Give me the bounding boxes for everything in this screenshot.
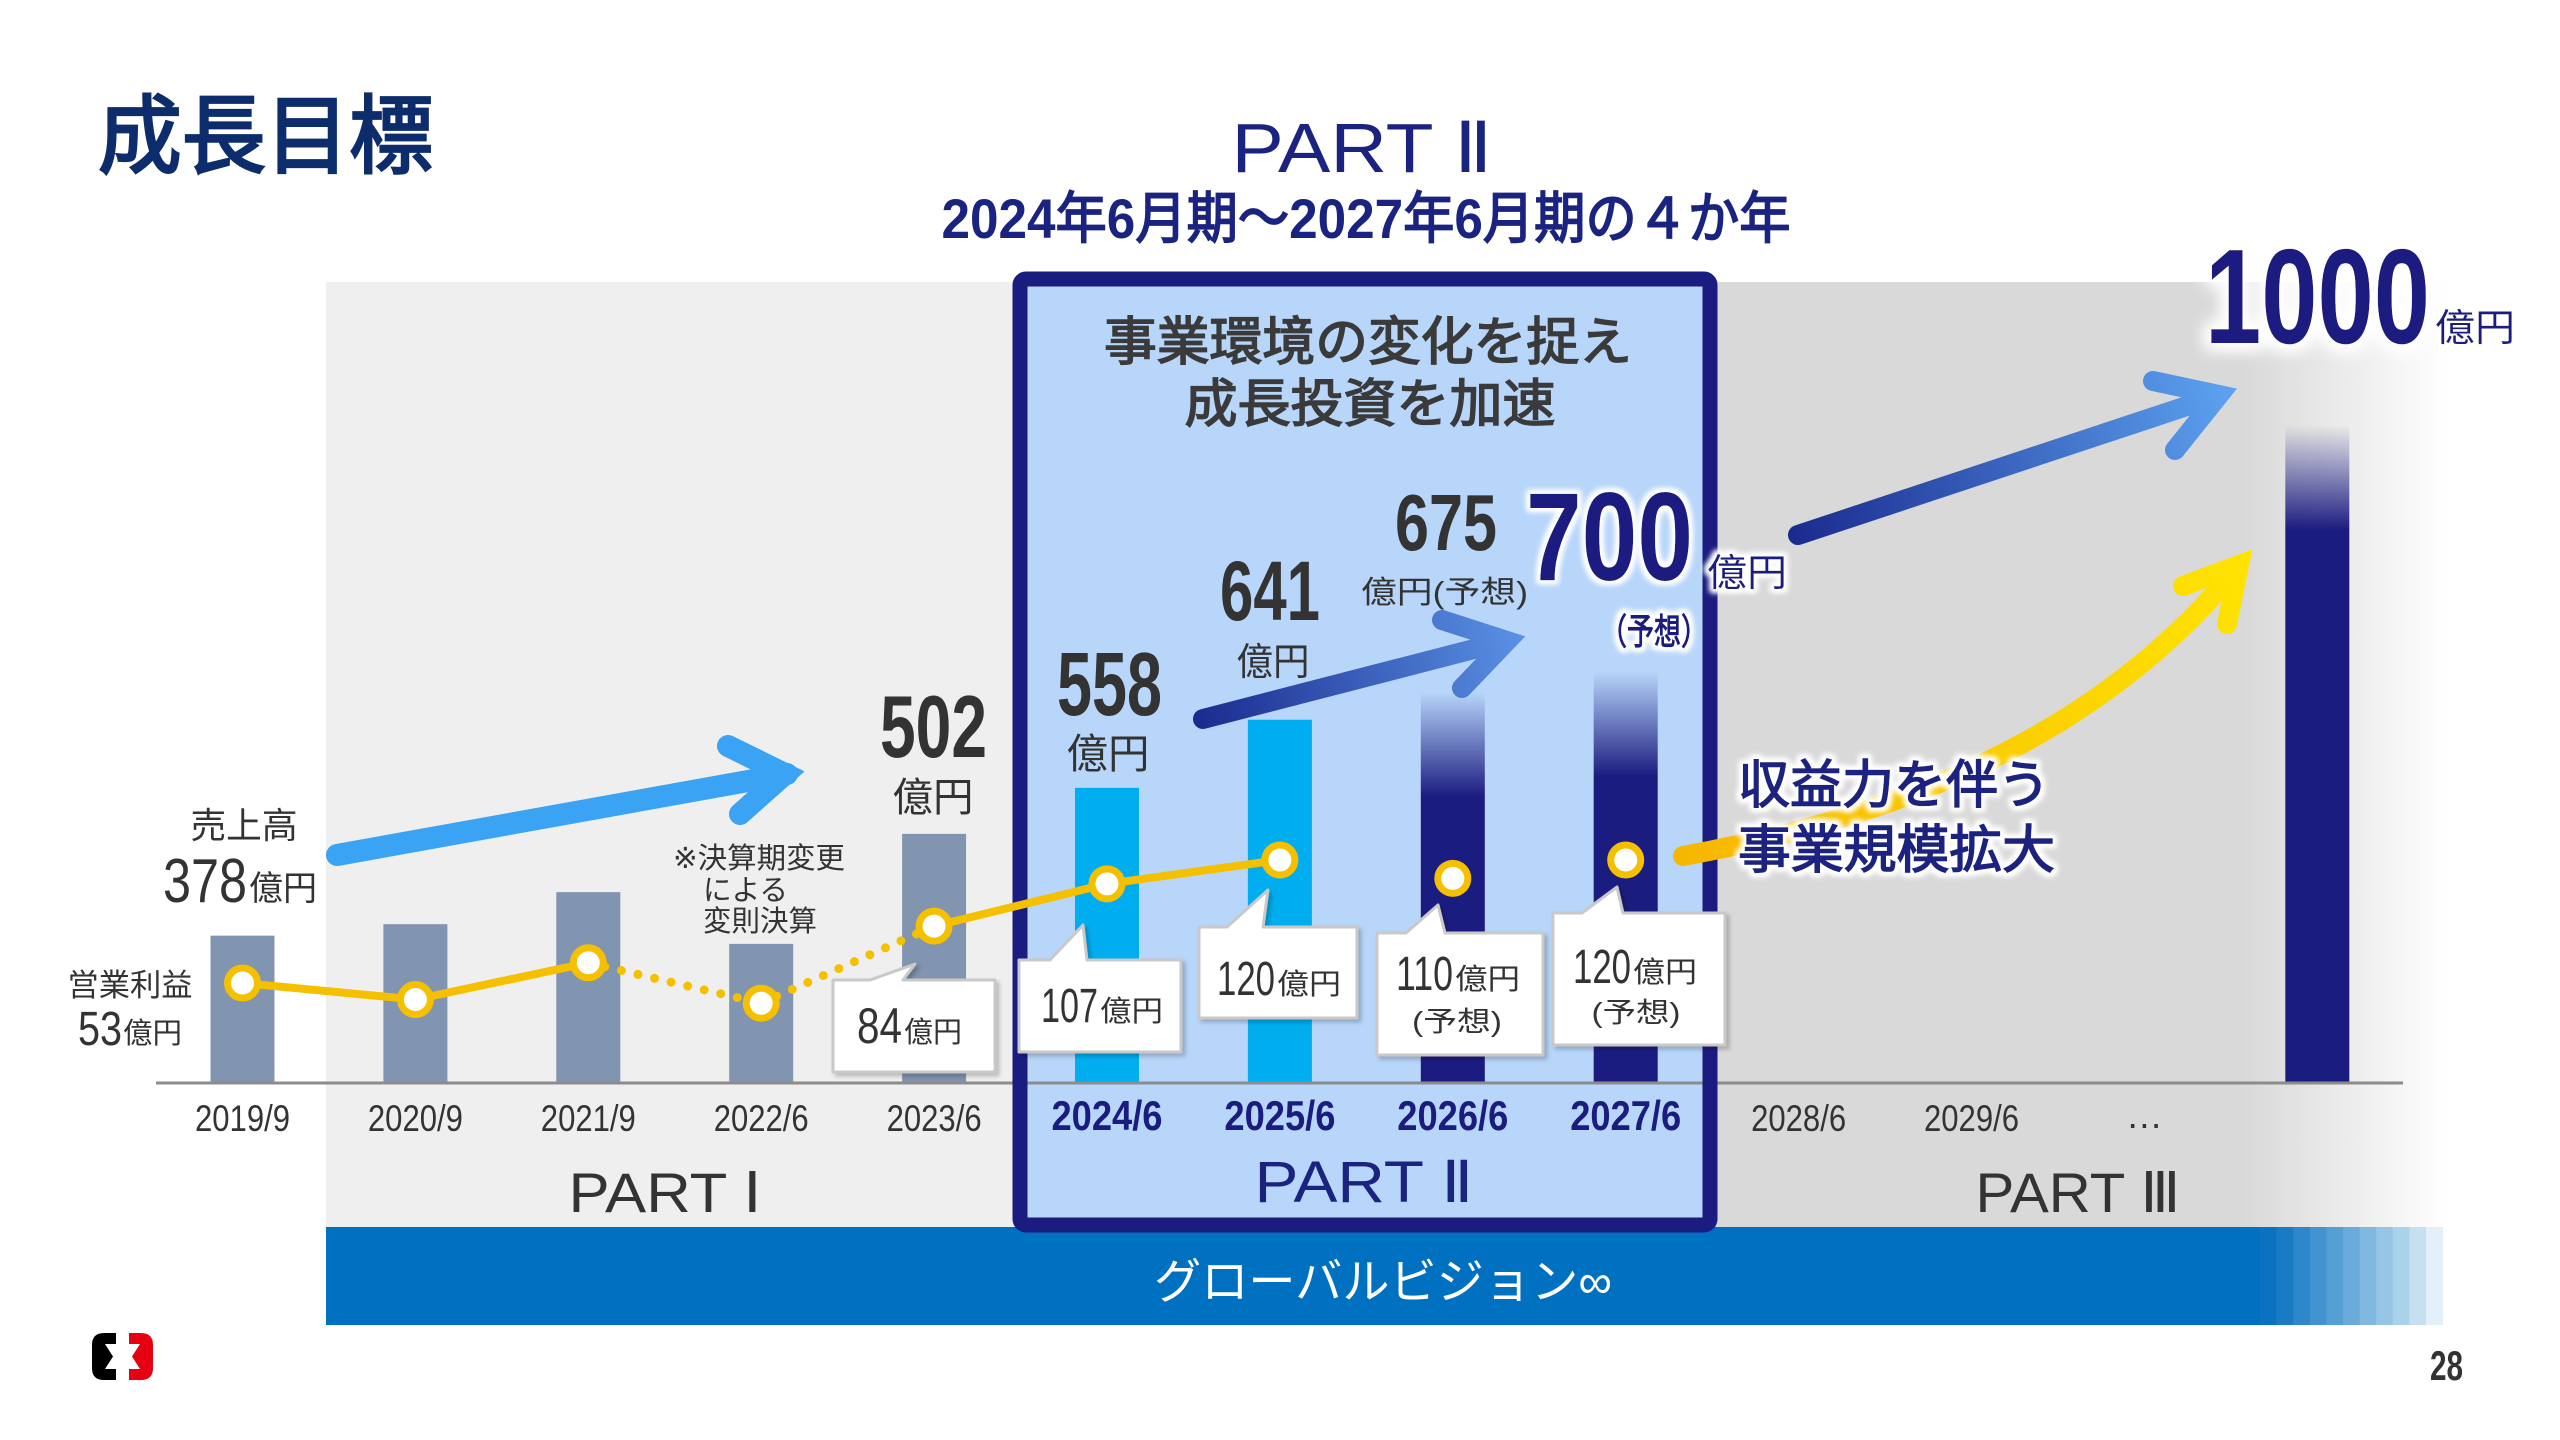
- category-label: 2023/6: [887, 1098, 982, 1139]
- op-profit-value-2024: 107: [1041, 980, 1098, 1033]
- x-axis-labels: 2019/9 2020/9 2021/9 2022/6 2023/6 2024/…: [195, 1092, 2163, 1139]
- slide-title: 成長目標: [98, 89, 433, 185]
- company-logo-icon: [92, 1333, 153, 1380]
- op-profit-line-segment: [1103, 855, 1284, 888]
- op-profit-value-2023: 84: [857, 998, 902, 1054]
- op-profit-line-segment: [756, 921, 939, 1008]
- op-profit-forecast-2026: (予想): [1412, 1006, 1502, 1037]
- category-label-part2: 2025/6: [1224, 1092, 1335, 1139]
- op-profit-value-2027: 120: [1573, 941, 1631, 994]
- callout-2024-box: [1017, 923, 1183, 1054]
- part1-label: PART Ⅰ: [569, 1161, 762, 1224]
- vision-banner: グローバルビジョン∞: [326, 1227, 2443, 1325]
- note-line2: による: [703, 875, 788, 907]
- op-profit-line-segment: [238, 979, 420, 1004]
- part3-label: PART Ⅲ: [1976, 1161, 2181, 1224]
- op-profit-dot: [1434, 859, 1472, 897]
- op-profit-unit-2024: 億円: [1100, 995, 1163, 1028]
- category-label: 2019/9: [195, 1098, 290, 1139]
- banner-text: グローバルビジョン∞: [1154, 1256, 1612, 1309]
- revenue-target-unit: 億円: [2435, 308, 2515, 350]
- growth-message-line2: 事業規模拡大: [1738, 822, 2055, 880]
- part2-box-border: [1012, 271, 1718, 1233]
- revenue-unit-2025: 億円: [1237, 642, 1310, 684]
- growth-arrow-light-blue: [326, 735, 805, 866]
- category-label: 2021/9: [541, 1098, 636, 1139]
- revenue-value-2026: 675: [1395, 478, 1497, 567]
- revenue-unit-2023: 億円: [893, 776, 974, 820]
- op-profit-forecast-2027: (予想): [1592, 997, 1681, 1028]
- op-profit-dot: [742, 984, 780, 1022]
- revenue-forecast-2027: （予想）: [1600, 611, 1708, 652]
- op-profit-value-2026: 110: [1396, 948, 1453, 1001]
- op-profit-line-segment: [411, 958, 593, 1004]
- part2-label: PART Ⅱ: [1255, 1150, 1474, 1215]
- note-line1: ※決算期変更: [673, 842, 845, 875]
- category-label: 2020/9: [368, 1098, 463, 1139]
- category-label: 2028/6: [1751, 1098, 1846, 1139]
- revenue-value-2025: 641: [1220, 544, 1320, 638]
- op-profit-unit-2027: 億円: [1633, 956, 1697, 989]
- op-profit-unit-2023: 億円: [904, 1016, 962, 1049]
- op-profit-line-segment: [930, 879, 1111, 931]
- banner-bar: [326, 1227, 2260, 1325]
- logo-red-bracket-icon: [129, 1333, 153, 1380]
- growth-arrow-yellow: [1673, 549, 2253, 866]
- note-line3: 変則決算: [703, 905, 817, 938]
- revenue-unit-2019: 億円: [249, 870, 317, 908]
- growth-arrow-gradient: [1788, 371, 2237, 545]
- category-label: 2022/6: [714, 1098, 809, 1139]
- revenue-value-2024: 558: [1057, 635, 1162, 735]
- revenue-unit-2027: 億円: [1707, 553, 1787, 595]
- callout-2027-box: [1551, 885, 1727, 1047]
- op-profit-value-2019: 53: [78, 1003, 122, 1056]
- op-profit-dot: [915, 907, 953, 945]
- op-profit-dot: [1607, 841, 1645, 879]
- callout-2026-box: [1375, 903, 1545, 1057]
- banner-fade-stripes: [2260, 1227, 2443, 1325]
- op-profit-dot: [396, 981, 434, 1019]
- op-profit-unit-2025: 億円: [1277, 968, 1341, 1001]
- revenue-unit-2026: 億円(予想): [1361, 575, 1528, 610]
- op-profit-unit-2026: 億円: [1455, 963, 1520, 996]
- revenue-value-2027: 700: [1526, 468, 1693, 607]
- op-profit-series-label: 営業利益: [68, 968, 193, 1003]
- op-profit-dots: [224, 841, 1645, 1022]
- op-profit-line: [238, 855, 1284, 1008]
- revenue-bar: [556, 892, 621, 1083]
- part2-headline-line2: 成長投資を加速: [1185, 376, 1556, 434]
- revenue-target-value: 1000: [2205, 221, 2430, 372]
- callout-2023-box: [831, 962, 997, 1074]
- callout-2025-box: [1197, 888, 1359, 1020]
- part2-headline-line1: 事業環境の変化を捉え: [1104, 314, 1632, 372]
- category-label-ellipsis: …: [2126, 1095, 2163, 1136]
- logo-black-bracket-icon: [92, 1333, 116, 1380]
- op-profit-dot: [569, 944, 607, 982]
- header-period: 2024年6月期～2027年6月期の４か年: [942, 187, 1791, 250]
- op-profit-dot: [224, 964, 261, 1002]
- page-number: 28: [2430, 1342, 2463, 1389]
- fiscal-period-note: ※決算期変更 による 変則決算: [673, 842, 845, 938]
- header-part-label: PART Ⅱ: [1232, 109, 1493, 187]
- revenue-series-label: 売上高: [191, 805, 298, 846]
- op-profit-callouts: [831, 885, 1727, 1074]
- revenue-value-2023: 502: [880, 677, 987, 776]
- revenue-bar: [210, 935, 275, 1083]
- category-label-part2: 2027/6: [1570, 1092, 1681, 1139]
- revenue-bar: [2285, 425, 2350, 1083]
- category-label: 2029/6: [1924, 1098, 2019, 1139]
- op-profit-value-2025: 120: [1217, 953, 1275, 1006]
- op-profit-unit-2019: 億円: [123, 1017, 182, 1050]
- growth-message-line1: 収益力を伴う: [1738, 757, 2050, 815]
- category-label-part2: 2026/6: [1397, 1092, 1508, 1139]
- revenue-unit-2024: 億円: [1067, 731, 1150, 777]
- op-profit-line-segment: [583, 958, 766, 1008]
- growth-arrow-navy: [1193, 610, 1526, 729]
- op-profit-dot: [1261, 841, 1299, 879]
- op-profit-dot: [1088, 865, 1126, 903]
- category-label-part2: 2024/6: [1052, 1092, 1163, 1139]
- revenue-value-2019: 378: [163, 847, 247, 916]
